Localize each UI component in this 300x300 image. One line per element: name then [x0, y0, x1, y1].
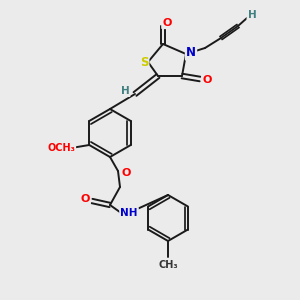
Text: N: N: [186, 46, 196, 59]
Text: CH₃: CH₃: [158, 260, 178, 270]
Text: H: H: [248, 10, 256, 20]
Text: O: O: [80, 194, 90, 204]
Text: O: O: [202, 75, 212, 85]
Text: H: H: [121, 86, 129, 96]
Text: O: O: [121, 168, 131, 178]
Text: NH: NH: [120, 208, 138, 218]
Text: OCH₃: OCH₃: [47, 143, 75, 153]
Text: O: O: [162, 18, 172, 28]
Text: S: S: [140, 56, 148, 68]
